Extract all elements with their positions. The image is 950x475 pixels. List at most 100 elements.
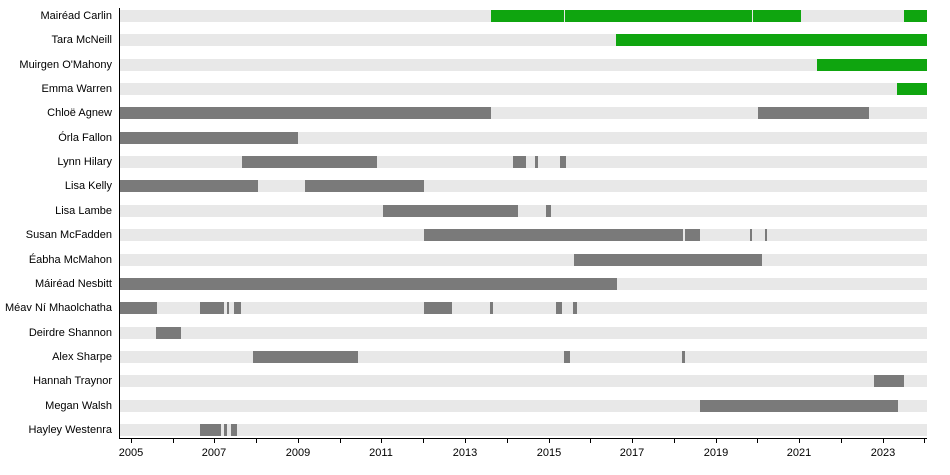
timeline-track — [120, 375, 927, 388]
year-tick — [757, 439, 758, 443]
tenure-segment — [764, 229, 767, 242]
x-axis-baseline — [119, 438, 927, 439]
member-name-label: Hannah Traynor — [33, 375, 112, 388]
timeline-track — [120, 423, 927, 436]
tenure-segment — [490, 302, 493, 315]
tenure-segment — [563, 350, 570, 363]
member-name-label: Emma Warren — [41, 83, 113, 96]
tenure-segment — [545, 204, 551, 217]
tenure-segment — [681, 350, 685, 363]
timeline-track — [120, 83, 927, 96]
year-tick-label: 2013 — [452, 447, 478, 459]
tenure-segment — [120, 131, 298, 144]
tenure-segment — [616, 34, 927, 47]
member-name-label: Chloë Agnew — [47, 107, 112, 120]
member-name-label: Megan Walsh — [45, 399, 112, 412]
year-tick — [214, 439, 215, 443]
tenure-segment — [873, 375, 904, 388]
timeline-track — [120, 399, 927, 412]
year-tick — [883, 439, 884, 443]
tenure-segment — [573, 253, 762, 266]
year-tick-label: 2009 — [285, 447, 311, 459]
timeline-track — [120, 107, 927, 120]
timeline-track — [120, 229, 927, 242]
tenure-segment — [904, 10, 927, 22]
year-tick-label: 2021 — [786, 447, 812, 459]
tenure-segment — [199, 302, 224, 315]
tenure-segment — [155, 326, 182, 339]
tenure-segment — [241, 156, 377, 169]
timeline-track — [120, 180, 927, 193]
year-tick — [507, 439, 508, 443]
year-tick — [674, 439, 675, 443]
timeline-track — [120, 350, 927, 363]
year-tick-label: 2005 — [118, 447, 144, 459]
year-tick — [256, 439, 257, 443]
tenure-segment — [226, 302, 230, 315]
member-name-label: Éabha McMahon — [28, 253, 112, 266]
timeline-track — [120, 10, 927, 22]
tenure-segment — [753, 10, 801, 22]
year-tick — [423, 439, 424, 443]
year-tick — [799, 439, 800, 443]
year-tick — [716, 439, 717, 443]
tenure-segment — [758, 107, 869, 120]
year-tick-label: 2019 — [703, 447, 729, 459]
year-tick — [131, 439, 132, 443]
member-name-label: Lisa Kelly — [64, 180, 112, 193]
member-name-label: Susan McFadden — [25, 229, 112, 242]
year-tick-label: 2015 — [536, 447, 562, 459]
tenure-segment — [490, 10, 564, 22]
member-name-label: Lynn Hilary — [57, 156, 112, 169]
tenure-segment — [684, 229, 701, 242]
member-name-label: Méav Ní Mhaolchatha — [5, 302, 112, 315]
tenure-segment — [253, 350, 359, 363]
tenure-segment — [749, 229, 753, 242]
tenure-segment — [513, 156, 526, 169]
year-tick-label: 2023 — [870, 447, 896, 459]
tenure-segment — [816, 58, 927, 71]
y-axis-line — [119, 8, 120, 439]
tenure-segment — [120, 107, 492, 120]
timeline-track — [120, 58, 927, 71]
year-tick — [632, 439, 633, 443]
tenure-segment — [120, 180, 258, 193]
year-tick — [173, 439, 174, 443]
tenure-segment — [120, 277, 617, 290]
tenure-segment — [382, 204, 519, 217]
member-name-label: Hayley Westenra — [28, 423, 112, 436]
tenure-segment — [224, 423, 228, 436]
year-tick — [924, 439, 925, 443]
year-tick — [298, 439, 299, 443]
timeline-track — [120, 204, 927, 217]
tenure-segment — [304, 180, 424, 193]
year-tick — [381, 439, 382, 443]
year-tick-label: 2007 — [201, 447, 227, 459]
tenure-segment — [896, 83, 927, 96]
tenure-segment — [572, 302, 577, 315]
year-tick — [841, 439, 842, 443]
tenure-segment — [200, 423, 222, 436]
tenure-segment — [234, 302, 242, 315]
member-name-label: Tara McNeill — [51, 34, 112, 47]
year-tick-label: 2017 — [619, 447, 645, 459]
timeline-track — [120, 131, 927, 144]
tenure-segment — [565, 10, 752, 22]
year-tick — [590, 439, 591, 443]
year-tick — [465, 439, 466, 443]
member-name-label: Deirdre Shannon — [28, 326, 112, 339]
tenure-segment — [560, 156, 567, 169]
member-name-label: Máiréad Nesbitt — [34, 277, 112, 290]
member-name-label: Alex Sharpe — [52, 350, 112, 363]
tenure-segment — [556, 302, 562, 315]
tenure-segment — [120, 302, 158, 315]
timeline-track — [120, 253, 927, 266]
member-name-label: Muirgen O'Mahony — [19, 58, 112, 71]
tenure-segment — [423, 302, 453, 315]
timeline-track — [120, 326, 927, 339]
year-tick — [549, 439, 550, 443]
tenure-segment — [700, 399, 898, 412]
timeline-track — [120, 34, 927, 47]
member-name-label: Órla Fallon — [58, 131, 112, 144]
